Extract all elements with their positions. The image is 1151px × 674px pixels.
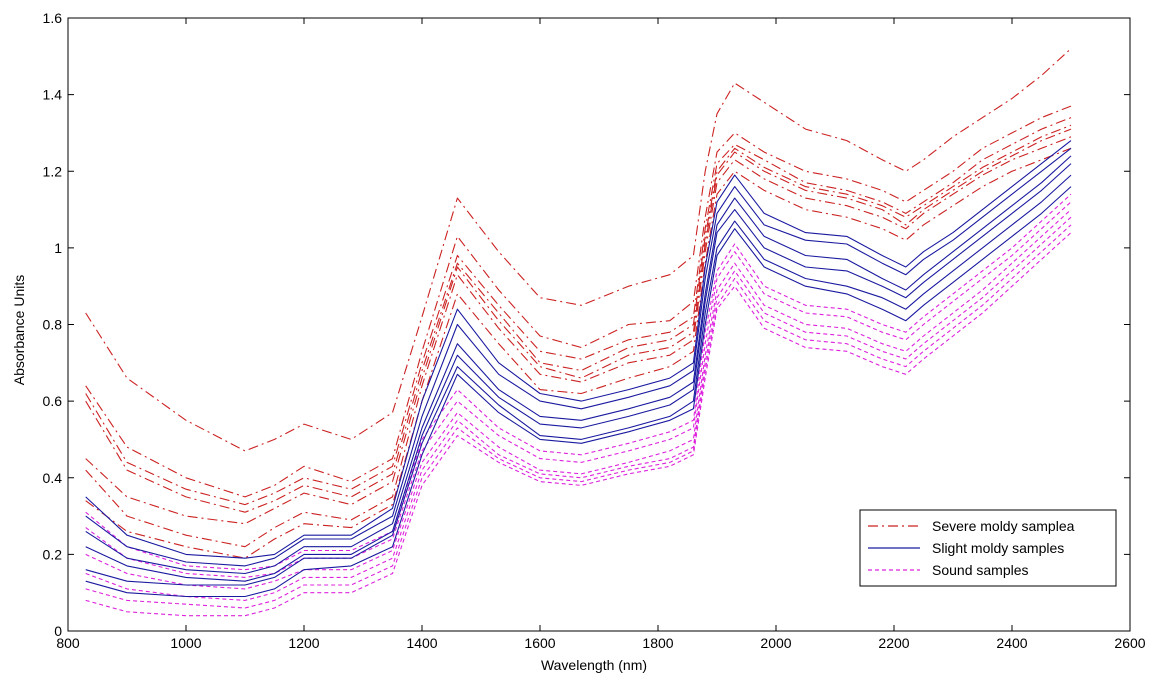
y-tick-label-3: 0.6 xyxy=(43,393,63,409)
x-tick-label-2: 1200 xyxy=(288,635,319,651)
legend-label-2: Sound samples xyxy=(932,562,1029,578)
x-axis-label: Wavelength (nm) xyxy=(541,657,647,673)
x-tick-label-5: 1800 xyxy=(642,635,673,651)
y-axis-label: Absorbance Units xyxy=(11,275,27,386)
x-tick-label-4: 1600 xyxy=(524,635,555,651)
series-line-13 xyxy=(85,193,1072,571)
y-tick-label-6: 1.2 xyxy=(43,163,63,179)
legend: Severe moldy samplea Slight moldy samples… xyxy=(859,509,1117,587)
series-line-12 xyxy=(85,186,1072,598)
series-line-4 xyxy=(85,128,1072,525)
series-line-10 xyxy=(85,163,1072,582)
series-line-11 xyxy=(85,174,1072,586)
series-line-7 xyxy=(85,140,1072,559)
x-tick-label-7: 2200 xyxy=(878,635,909,651)
y-tick-label-0: 0 xyxy=(54,623,62,639)
series-line-3 xyxy=(85,124,1072,513)
series-line-16 xyxy=(85,216,1072,601)
x-tick-label-9: 2600 xyxy=(1114,635,1145,651)
y-tick-label-7: 1.4 xyxy=(43,87,63,103)
series-line-15 xyxy=(85,209,1072,590)
y-tick-label-5: 1 xyxy=(54,240,62,256)
axes-layer: 800 1000 1200 1400 1600 1800 2000 2200 2400 2600 0… xyxy=(43,10,1146,651)
y-tick-label-8: 1.6 xyxy=(43,10,63,26)
y-tick-label-2: 0.4 xyxy=(43,470,63,486)
y-tick-label-1: 0.2 xyxy=(43,546,63,562)
x-tick-label-0: 800 xyxy=(56,635,80,651)
series-line-2 xyxy=(85,117,1072,506)
series-line-8 xyxy=(85,147,1072,567)
series-line-1 xyxy=(85,105,1072,498)
series-line-6 xyxy=(85,147,1072,559)
series-line-5 xyxy=(85,136,1072,548)
x-tick-label-8: 2400 xyxy=(996,635,1027,651)
legend-label-1: Slight moldy samples xyxy=(932,540,1064,556)
legend-label-0: Severe moldy samplea xyxy=(932,518,1075,534)
x-tick-label-1: 1000 xyxy=(170,635,201,651)
series-line-17 xyxy=(85,224,1072,609)
y-tick-label-4: 0.8 xyxy=(43,317,63,333)
x-tick-label-3: 1400 xyxy=(406,635,437,651)
x-tick-label-6: 2000 xyxy=(760,635,791,651)
series-layer xyxy=(85,48,1072,617)
series-line-9 xyxy=(85,155,1072,575)
series-line-0 xyxy=(85,48,1072,452)
series-line-14 xyxy=(85,201,1072,578)
series-line-18 xyxy=(85,232,1072,617)
